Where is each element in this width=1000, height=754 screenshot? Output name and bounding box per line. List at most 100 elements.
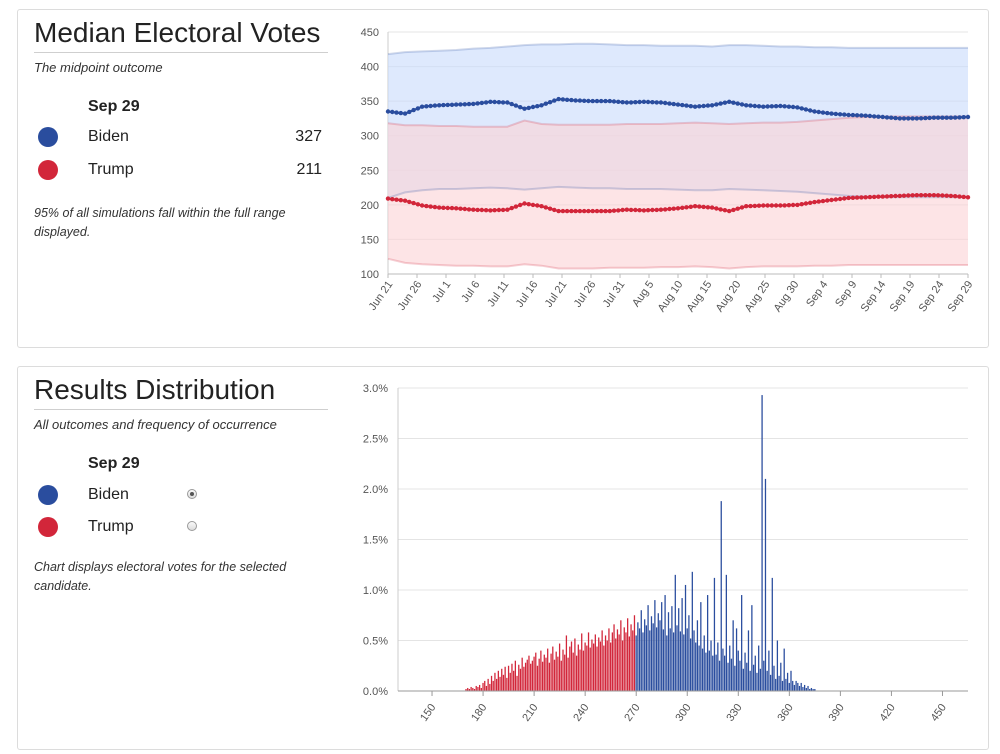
distribution-bar xyxy=(592,643,595,691)
distribution-panel-info: Results Distribution All outcomes and fr… xyxy=(34,367,328,593)
trump-radio-button[interactable] xyxy=(187,521,197,531)
median-point-biden xyxy=(906,116,911,121)
median-point-biden xyxy=(628,100,634,105)
median-point-biden xyxy=(509,101,514,107)
median-point-biden xyxy=(407,109,412,115)
candidate-option-biden[interactable]: Biden xyxy=(34,483,328,509)
x-tick-label: Jun 21 xyxy=(367,279,396,313)
title-divider xyxy=(34,409,328,410)
median-point-trump xyxy=(901,193,907,198)
median-point-biden xyxy=(385,109,391,114)
distribution-bar xyxy=(467,687,469,691)
median-point-trump xyxy=(492,208,497,213)
x-tick-label: 390 xyxy=(826,702,846,724)
median-point-trump xyxy=(483,208,489,213)
distribution-bar xyxy=(564,654,566,691)
median-point-trump xyxy=(505,207,510,212)
median-point-trump xyxy=(867,194,873,200)
median-point-trump xyxy=(663,207,668,212)
median-point-biden xyxy=(752,103,757,109)
median-point-trump xyxy=(650,207,655,213)
median-point-trump xyxy=(513,204,519,209)
median-point-biden xyxy=(543,101,548,106)
distribution-bar xyxy=(676,625,678,691)
distribution-bar xyxy=(696,620,699,691)
median-point-trump xyxy=(415,202,421,207)
median-point-trump xyxy=(496,207,502,213)
distribution-bar xyxy=(803,684,806,691)
distribution-bar xyxy=(667,612,670,691)
median-point-biden xyxy=(530,104,536,110)
median-point-trump xyxy=(906,193,911,198)
distribution-bar xyxy=(703,635,705,691)
median-point-trump xyxy=(782,203,787,208)
median-point-trump xyxy=(552,207,557,213)
median-point-biden xyxy=(846,112,851,118)
distribution-bar xyxy=(759,668,762,691)
distribution-bar xyxy=(490,675,493,691)
distribution-bar xyxy=(598,637,600,691)
x-tick-label: Jul 1 xyxy=(430,279,453,305)
median-point-biden xyxy=(663,100,668,106)
median-point-biden xyxy=(675,102,681,107)
distribution-bar xyxy=(706,595,709,691)
median-point-trump xyxy=(449,205,455,211)
distribution-bar xyxy=(805,687,807,691)
distribution-bar xyxy=(514,660,516,691)
distribution-bar xyxy=(599,641,602,691)
median-point-trump xyxy=(667,206,672,212)
distribution-bar xyxy=(628,636,630,691)
y-tick-label: 350 xyxy=(361,96,379,108)
median-point-trump xyxy=(731,207,736,213)
biden-dot-icon xyxy=(38,127,58,147)
median-point-biden xyxy=(790,104,796,110)
distribution-bar xyxy=(698,645,700,691)
median-point-trump xyxy=(500,207,506,213)
distribution-bar xyxy=(741,595,743,691)
median-point-biden xyxy=(820,110,826,115)
median-point-biden xyxy=(727,99,732,105)
median-point-trump xyxy=(385,196,391,201)
distribution-panel-date: Sep 29 xyxy=(88,455,140,472)
distribution-bar xyxy=(555,651,557,691)
median-point-biden xyxy=(547,100,553,105)
candidate-option-trump[interactable]: Trump xyxy=(34,515,328,541)
x-tick-label: Aug 30 xyxy=(772,279,802,314)
median-point-trump xyxy=(812,199,817,205)
x-tick-label: 330 xyxy=(724,702,744,724)
median-point-trump xyxy=(918,193,924,198)
distribution-bar xyxy=(569,646,571,691)
distribution-bar xyxy=(783,648,785,691)
median-point-trump xyxy=(778,203,783,208)
distribution-bar xyxy=(720,501,722,691)
distribution-bar xyxy=(620,620,622,691)
distribution-bar xyxy=(797,682,799,691)
distribution-bar xyxy=(562,649,564,691)
median-panel-info: Median Electoral Votes The midpoint outc… xyxy=(34,10,328,239)
biden-radio-button[interactable] xyxy=(187,489,197,499)
distribution-bar xyxy=(688,615,690,691)
median-point-biden xyxy=(808,108,813,113)
median-point-biden xyxy=(786,104,792,109)
distribution-bar xyxy=(541,661,544,691)
median-point-biden xyxy=(586,98,591,104)
median-point-biden xyxy=(505,100,510,105)
median-point-trump xyxy=(859,195,864,200)
median-point-trump xyxy=(654,207,659,213)
median-point-biden xyxy=(462,102,467,107)
median-point-trump xyxy=(488,208,493,213)
median-point-biden xyxy=(769,104,774,109)
median-point-trump xyxy=(556,208,561,214)
median-point-biden xyxy=(773,104,779,109)
median-point-biden xyxy=(616,99,621,105)
median-point-trump xyxy=(547,206,553,211)
distribution-bar xyxy=(793,684,796,691)
median-point-biden xyxy=(569,97,574,103)
median-point-biden xyxy=(633,100,638,105)
median-point-trump xyxy=(462,206,467,212)
median-point-biden xyxy=(454,102,459,107)
median-point-biden xyxy=(680,102,685,108)
median-point-biden xyxy=(739,102,745,107)
median-panel-title: Median Electoral Votes xyxy=(34,17,321,48)
distribution-bar xyxy=(724,655,726,691)
